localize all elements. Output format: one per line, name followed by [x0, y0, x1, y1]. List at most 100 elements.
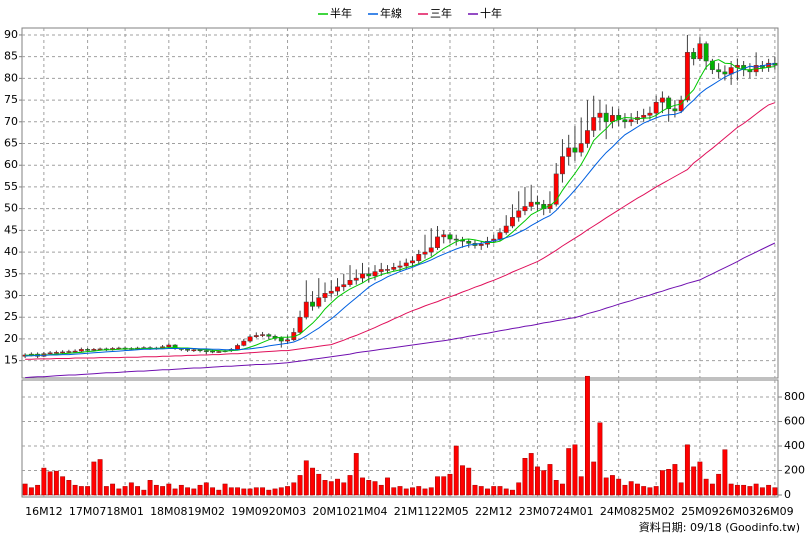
volume-bar [510, 489, 515, 496]
volume-bar [103, 486, 109, 496]
candle-body [435, 236, 440, 248]
candle-body [353, 277, 359, 281]
volume-bar [78, 486, 84, 496]
volume-bar [178, 484, 184, 496]
candle-body [47, 352, 53, 355]
volume-bar [753, 483, 759, 496]
legend-label: 三年 [430, 6, 452, 20]
y2-tick-label: 600 [784, 415, 805, 428]
y-tick-label: 85 [4, 50, 18, 63]
volume-bar [578, 476, 584, 496]
y-tick-label: 30 [4, 288, 18, 301]
candle-body [335, 286, 340, 292]
volume-bar [728, 483, 734, 496]
volume-bar [659, 470, 665, 496]
volume-bar [416, 486, 422, 496]
volume-bar [553, 480, 559, 496]
volume-bar [491, 486, 497, 496]
volume-bar [422, 488, 428, 496]
x-tick-label: 22M12 [475, 505, 513, 518]
volume-bar [428, 487, 434, 496]
volume-bar [522, 458, 528, 496]
volume-bar [503, 488, 509, 496]
candle-body [703, 43, 709, 62]
volume-bar [759, 487, 765, 496]
volume-bar [747, 486, 753, 496]
x-tick-label: 24M01 [556, 505, 594, 518]
volume-bar [597, 422, 603, 496]
volume-bar [653, 486, 659, 496]
candle-body [322, 293, 328, 298]
legend-label: 年線 [380, 6, 402, 20]
candle-body [266, 334, 272, 337]
x-tick-label: 17M07 [69, 505, 107, 518]
candle-body [566, 147, 572, 157]
volume-bar [722, 449, 728, 496]
volume-bar [634, 483, 640, 496]
volume-bar [741, 484, 747, 496]
candle-body [453, 238, 459, 241]
volume-bar [516, 482, 522, 496]
y-tick-label: 90 [4, 28, 18, 41]
x-tick-label: 16M12 [25, 505, 63, 518]
candle-body [578, 143, 584, 153]
volume-bar [347, 475, 353, 496]
volume-bar [160, 486, 166, 496]
volume-bar [709, 483, 715, 496]
volume-bar [684, 444, 690, 496]
volume-bar [466, 467, 472, 496]
volume-bar [191, 488, 197, 496]
candle-body [597, 112, 603, 118]
price-panel [21, 27, 779, 379]
volume-bar [678, 482, 684, 496]
volume-bar [609, 475, 615, 496]
candle-body [691, 52, 697, 60]
x-tick-label: 20M10 [313, 505, 351, 518]
volume-bar [497, 486, 503, 496]
volume-bar [185, 487, 191, 496]
candle-body [247, 336, 253, 342]
volume-bar [697, 461, 703, 496]
legend-label: 十年 [480, 6, 502, 20]
volume-bar [47, 471, 53, 496]
volume-bar [210, 487, 215, 496]
candle-body [253, 335, 259, 337]
y2-tick-label: 800 [784, 390, 805, 403]
candle-body [716, 69, 722, 73]
volume-bar [197, 484, 203, 496]
y2-tick-label: 0 [784, 488, 791, 501]
volume-bar [410, 487, 415, 496]
volume-bar [135, 486, 141, 496]
volume-bar [385, 477, 390, 496]
volume-bar [53, 470, 59, 496]
candle-body [310, 301, 315, 307]
volume-bar [116, 488, 122, 496]
x-tick-label: 24M08 [600, 505, 638, 518]
volume-bar [291, 482, 297, 496]
x-tick-label: 22M05 [431, 505, 469, 518]
volume-bar [41, 467, 47, 496]
candle-body [191, 349, 197, 352]
volume-bar [297, 475, 303, 496]
candle-body [659, 97, 665, 103]
candle-body [347, 280, 353, 285]
volume-bar [397, 486, 403, 496]
volume-bar [666, 469, 672, 496]
volume-bar [247, 488, 253, 496]
candle-body [78, 349, 84, 352]
candle-body [641, 115, 647, 118]
candle-body [410, 260, 415, 264]
candle-body [72, 350, 78, 353]
volume-bar [216, 489, 222, 496]
volume-bar [335, 478, 340, 496]
candle-body [591, 117, 597, 131]
candle-body [428, 247, 434, 253]
candle-body [666, 97, 672, 110]
volume-bar [560, 483, 565, 496]
y-tick-label: 75 [4, 93, 18, 106]
volume-bar [91, 461, 97, 496]
candle-body [297, 316, 303, 333]
volume-bar [341, 482, 347, 496]
volume-bar [322, 480, 328, 496]
